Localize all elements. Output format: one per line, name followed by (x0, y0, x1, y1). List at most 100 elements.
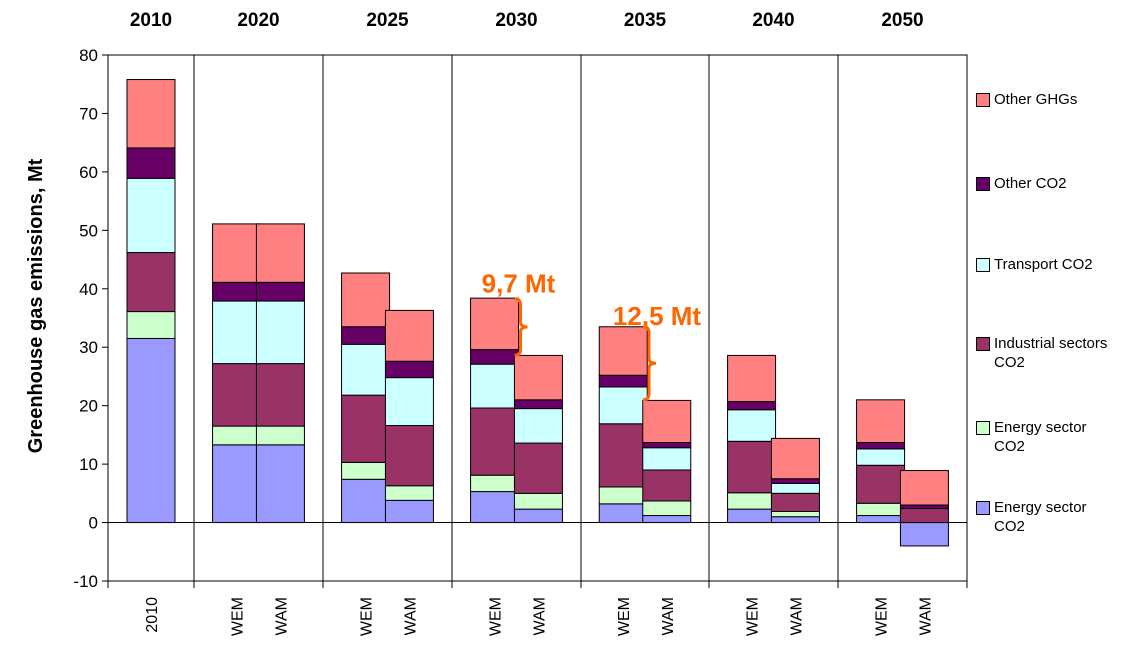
bar-segment (255, 223, 305, 283)
y-tick-label: 10 (79, 455, 98, 474)
bar-segment (727, 354, 777, 403)
legend-label: Other CO2 (994, 175, 1067, 192)
bar-segment (341, 343, 391, 396)
bar-segment (642, 469, 692, 502)
legend-swatch-energy-co2-green (976, 421, 990, 435)
bar-segment (255, 425, 305, 446)
bar-segment (341, 478, 391, 524)
bar-segment (727, 440, 777, 494)
y-tick-label: 60 (79, 163, 98, 182)
bar-segment (212, 300, 262, 365)
bar-segment (856, 448, 906, 466)
x-tick-label: WEM (359, 597, 376, 636)
bar-segment (899, 470, 949, 506)
group-label: 2010 (130, 10, 172, 31)
y-tick-label: 20 (79, 397, 98, 416)
bar-segment (470, 363, 520, 409)
bar-segment (899, 522, 949, 547)
x-tick-label: WEM (874, 597, 891, 636)
bar-segment (856, 515, 906, 524)
bar-segment (384, 499, 434, 524)
legend-swatch-energy-co2-blue (976, 501, 990, 515)
bar-segment (856, 502, 906, 517)
legend-label: Energy sector CO2 (994, 499, 1087, 535)
group-label: 2040 (752, 10, 794, 31)
bar-segment (255, 300, 305, 365)
bar-segment (126, 79, 176, 149)
group-label: 2025 (366, 10, 409, 31)
bar-segment (513, 442, 563, 494)
bar-segment (770, 482, 820, 494)
x-tick-label: WEM (745, 597, 762, 636)
bar-segment (126, 147, 176, 179)
legend-item-industrial-co2: Industrial sectors CO2 (976, 334, 1121, 372)
bar-segment (470, 297, 520, 351)
bar-segment (598, 326, 648, 376)
legend-swatch-other-co2 (976, 177, 990, 191)
bar-segment (470, 349, 520, 365)
bar-segment (770, 492, 820, 512)
group-label: 2050 (881, 10, 923, 31)
x-tick-label: WAM (660, 597, 677, 636)
legend-item-other-co2: Other CO2 (976, 174, 1121, 193)
bar-segment (212, 281, 262, 302)
bar-segment (470, 407, 520, 476)
x-tick-label: WEM (488, 597, 505, 636)
bar-segment (899, 508, 949, 524)
bar-segment (212, 223, 262, 283)
legend-swatch-other-ghgs (976, 93, 990, 107)
bar-segment (341, 394, 391, 463)
legend-label: Transport CO2 (994, 256, 1093, 273)
bar-segment (212, 444, 262, 524)
bar-segment (727, 508, 777, 524)
legend-label: Energy sector CO2 (994, 419, 1087, 455)
group-label: 2030 (495, 10, 537, 31)
bar-segment (384, 360, 434, 379)
bar-segment (727, 492, 777, 510)
legend-label: Other GHGs (994, 91, 1078, 108)
y-axis-title: Greenhouse gas emissions, Mt (25, 158, 47, 453)
legend-item-transport-co2: Transport CO2 (976, 255, 1121, 274)
bar-segment (513, 354, 563, 401)
y-tick-label: 30 (79, 338, 98, 357)
bar-segment (770, 516, 820, 524)
bar-segment (126, 337, 176, 524)
bar-segment (255, 444, 305, 524)
x-tick-label: WAM (273, 597, 290, 636)
bar-segment (856, 464, 906, 504)
y-tick-label: 50 (79, 221, 98, 240)
bar-segment (727, 409, 777, 442)
bar-segment (341, 461, 391, 480)
annotation-label: 12,5 Mt (613, 301, 701, 331)
bar-segment (642, 515, 692, 524)
bar-segment (856, 399, 906, 443)
x-tick-label: WAM (531, 597, 548, 636)
group-label: 2035 (624, 10, 667, 31)
bar-segment (598, 374, 648, 388)
bar-segment (513, 408, 563, 444)
bar-segment (470, 474, 520, 493)
bar-segment (727, 401, 777, 411)
legend-item-energy-co2-blue: Energy sector CO2 (976, 498, 1121, 536)
bar-segment (642, 447, 692, 471)
bar-segment (642, 399, 692, 443)
x-tick-label: WAM (917, 597, 934, 636)
bar-segment (212, 363, 262, 427)
y-tick-label: -10 (73, 572, 98, 591)
bar-segment (770, 510, 820, 518)
bar-segment (598, 503, 648, 524)
bar-segment (126, 177, 176, 254)
legend-item-other-ghgs: Other GHGs (976, 90, 1121, 109)
bar-segment (598, 486, 648, 505)
annotation-brace (642, 325, 657, 402)
bar-segment (212, 425, 262, 446)
y-tick-label: 40 (79, 280, 98, 299)
bar-segment (598, 423, 648, 488)
bar-segment (513, 399, 563, 410)
group-label: 2020 (237, 10, 279, 31)
bar-segment (341, 272, 391, 328)
bar-segment (513, 492, 563, 510)
x-tick-label: WAM (402, 597, 419, 636)
bar-segment (384, 309, 434, 362)
annotation-label: 9,7 Mt (482, 269, 556, 299)
